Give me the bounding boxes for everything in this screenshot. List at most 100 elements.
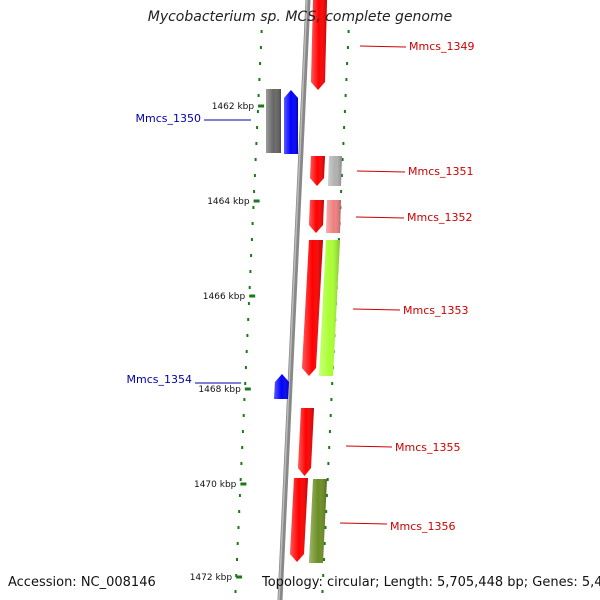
gene-feature-mmcs-1351[interactable] xyxy=(310,156,325,186)
track-dot xyxy=(244,366,247,369)
gene-label-mmcs-1350[interactable]: Mmcs_1350 xyxy=(136,112,251,125)
track-dot xyxy=(247,302,250,305)
gene-feature-shading xyxy=(319,240,340,376)
track-dot xyxy=(346,62,349,65)
track-dot xyxy=(322,574,325,577)
track-dot xyxy=(344,94,347,97)
scale-tick-label: 1472 kbp xyxy=(190,573,233,583)
track-dot xyxy=(246,334,249,337)
gene-feature-shading xyxy=(298,408,314,476)
scale-ticks: 1462 kbp 1464 kbp 1466 kbp 1468 kbp 1470 kbp… xyxy=(190,102,265,583)
track-dot xyxy=(250,254,253,257)
gene-label-text: Mmcs_1350 xyxy=(136,112,201,125)
gene-label-text: Mmcs_1354 xyxy=(127,373,192,386)
accession-text: Accession: NC_008146 xyxy=(8,575,156,590)
scale-tick-mark xyxy=(236,575,243,579)
scale-tick-mark xyxy=(240,482,247,486)
gene-label-text: Mmcs_1351 xyxy=(408,165,473,178)
gene-feature-mmcs-1350[interactable] xyxy=(266,89,281,153)
track-dot xyxy=(330,398,333,401)
scale-tick-mark xyxy=(258,104,265,108)
track-dot xyxy=(328,430,331,433)
gene-feature-mmcs-1349[interactable] xyxy=(311,0,327,90)
scale-tick-mark xyxy=(249,294,256,298)
map-title: Mycobacterium sp. MCS, complete genome xyxy=(147,9,453,25)
gene-labels: Mmcs_1349 Mmcs_1350 Mmcs_1351 Mmcs_1352 Mmcs… xyxy=(127,40,475,533)
gene-label-mmcs-1349[interactable]: Mmcs_1349 xyxy=(359,40,474,53)
track-dot xyxy=(250,238,253,241)
gene-feature-mmcs-1350[interactable] xyxy=(284,90,298,154)
track-dot xyxy=(328,446,331,449)
gene-feature-shading xyxy=(290,478,308,562)
track-dot xyxy=(244,382,247,385)
track-dot xyxy=(340,174,343,177)
genome-backbone xyxy=(277,0,311,600)
gene-features xyxy=(266,0,342,563)
gene-label-mmcs-1355[interactable]: Mmcs_1355 xyxy=(345,441,460,454)
track-dot xyxy=(237,526,240,529)
track-dot xyxy=(326,478,329,481)
track-dot xyxy=(241,446,244,449)
track-dot xyxy=(325,510,328,513)
track-dot xyxy=(240,462,243,465)
track-dot xyxy=(346,46,349,49)
track-dot xyxy=(248,286,251,289)
track-dot xyxy=(242,414,245,417)
leader-line xyxy=(359,45,407,48)
gene-feature-mmcs-1352[interactable] xyxy=(309,200,324,233)
track-dot xyxy=(340,190,343,193)
gene-feature-mmcs-1356[interactable] xyxy=(290,478,308,562)
gene-label-mmcs-1351[interactable]: Mmcs_1351 xyxy=(356,165,473,178)
gene-label-mmcs-1352[interactable]: Mmcs_1352 xyxy=(355,211,472,224)
scale-tick-label: 1470 kbp xyxy=(194,480,237,490)
scale-tick-label: 1464 kbp xyxy=(207,197,250,207)
gene-feature-shading xyxy=(309,479,327,563)
track-dot xyxy=(325,494,328,497)
gene-feature-mmcs-1355[interactable] xyxy=(298,408,314,476)
gene-label-mmcs-1354[interactable]: Mmcs_1354 xyxy=(127,373,241,386)
track-dot xyxy=(256,126,259,129)
track-dot xyxy=(327,462,330,465)
track-dot xyxy=(345,78,348,81)
scale-tick-label: 1468 kbp xyxy=(198,385,241,395)
track-dot xyxy=(337,238,340,241)
gene-label-text: Mmcs_1353 xyxy=(403,304,468,317)
track-dot xyxy=(259,46,262,49)
track-dot xyxy=(238,510,241,513)
track-dot xyxy=(238,494,241,497)
scale-tick-mark xyxy=(253,199,260,203)
genome-backbone-highlight xyxy=(278,0,308,600)
track-dot xyxy=(256,110,259,113)
track-dot xyxy=(254,158,257,161)
track-dot xyxy=(255,142,258,145)
gene-feature-mmcs-1356[interactable] xyxy=(309,479,327,563)
track-dot xyxy=(247,318,250,321)
gene-feature-shading xyxy=(326,200,341,233)
gene-label-mmcs-1353[interactable]: Mmcs_1353 xyxy=(352,304,468,317)
gene-feature-mmcs-1351[interactable] xyxy=(328,156,342,186)
track-dot xyxy=(342,142,345,145)
gene-feature-shading xyxy=(302,240,323,376)
leader-line xyxy=(356,170,406,173)
gene-feature-mmcs-1354[interactable] xyxy=(274,374,289,399)
track-dot xyxy=(331,382,334,385)
leader-line xyxy=(339,522,388,525)
track-dot xyxy=(324,526,327,529)
track-dot xyxy=(258,78,261,81)
scale-tick-label: 1466 kbp xyxy=(203,292,246,302)
gene-feature-mmcs-1353[interactable] xyxy=(302,240,323,376)
track-dot xyxy=(241,430,244,433)
track-dot xyxy=(321,590,324,593)
track-dot xyxy=(343,110,346,113)
track-dot xyxy=(343,126,346,129)
track-dot xyxy=(253,174,256,177)
gene-label-mmcs-1356[interactable]: Mmcs_1356 xyxy=(339,520,455,533)
gene-feature-mmcs-1352[interactable] xyxy=(326,200,341,233)
track-dot xyxy=(252,206,255,209)
leader-line xyxy=(352,308,401,311)
leader-line xyxy=(355,216,405,219)
track-dot xyxy=(323,542,326,545)
gene-label-text: Mmcs_1352 xyxy=(407,211,472,224)
gene-feature-mmcs-1353[interactable] xyxy=(319,240,340,376)
